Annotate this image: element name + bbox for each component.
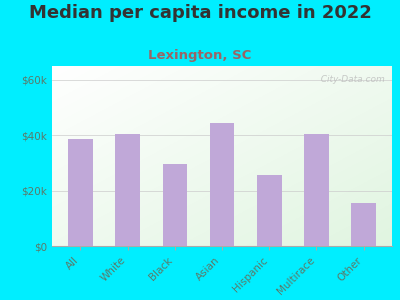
- Bar: [351, 203, 376, 246]
- Bar: [68, 140, 93, 246]
- Text: City-Data.com: City-Data.com: [316, 75, 385, 84]
- Bar: [210, 123, 234, 246]
- Bar: [257, 176, 282, 246]
- Bar: [115, 134, 140, 246]
- Bar: [162, 164, 187, 246]
- Bar: [304, 134, 329, 246]
- Text: Median per capita income in 2022: Median per capita income in 2022: [28, 4, 372, 22]
- Text: Lexington, SC: Lexington, SC: [148, 50, 252, 62]
